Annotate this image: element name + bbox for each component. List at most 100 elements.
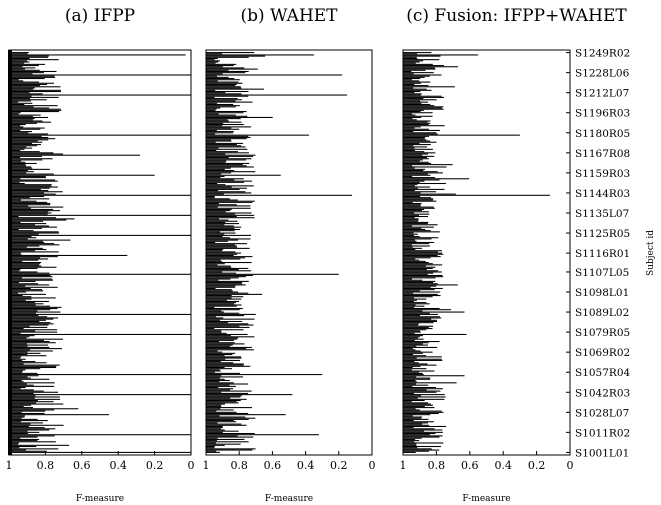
bar-mark: [403, 166, 447, 168]
bar-mark: [403, 125, 445, 127]
bar-mark: [206, 307, 243, 310]
bar-mark: [403, 286, 431, 288]
bar-mark: [206, 382, 234, 384]
bar-mark: [9, 201, 48, 203]
bar-mark: [9, 429, 50, 431]
bar-mark: [206, 87, 242, 89]
bar-mark: [9, 316, 48, 318]
bar-mark: [9, 175, 46, 177]
bar-mark: [206, 266, 232, 268]
bar-mark: [206, 417, 256, 419]
bar-mark: [206, 389, 230, 391]
bar-mark: [206, 67, 245, 69]
bar-mark: [206, 372, 240, 374]
bar-mark: [9, 299, 26, 301]
bar-mark: [206, 414, 286, 416]
bar-mark: [206, 178, 244, 180]
bar-mark: [9, 357, 21, 359]
bar-mark: [206, 95, 249, 97]
bar-mark: [9, 351, 28, 353]
bar-mark: [9, 78, 45, 80]
bar-mark: [403, 147, 415, 149]
bar-mark: [206, 240, 229, 242]
bar-mark: [206, 197, 215, 199]
bar-mark: [403, 430, 425, 432]
bar-mark: [403, 246, 413, 248]
bar-mark: [9, 422, 43, 424]
bar-mark: [9, 366, 57, 369]
bar-mark: [206, 359, 241, 361]
x-tick-label: 0.2: [146, 459, 164, 472]
bar-mark: [9, 355, 47, 357]
x-tick-label: 0: [567, 459, 574, 472]
bar-mark: [206, 261, 252, 264]
bar-mark: [206, 148, 248, 150]
bar-mark: [403, 451, 416, 453]
bar-mark: [403, 253, 444, 255]
x-tick-label: 0.2: [330, 459, 348, 472]
x-axis-label: F-measure: [76, 494, 124, 504]
bar-mark: [9, 303, 44, 305]
bar-mark: [206, 300, 240, 302]
bar-mark: [9, 245, 40, 247]
bar-mark: [206, 325, 240, 327]
bar-mark: [206, 339, 235, 341]
bar-mark: [403, 134, 520, 136]
bar-mark: [403, 83, 415, 85]
bar-mark: [403, 89, 432, 91]
bar-mark: [9, 165, 27, 167]
bar-mark: [9, 339, 45, 341]
bar-mark: [403, 348, 413, 350]
bar-mark: [9, 372, 38, 374]
bar-mark: [9, 185, 52, 187]
bar-mark: [9, 210, 60, 212]
bar-mark: [9, 283, 39, 285]
bar-mark: [9, 317, 59, 319]
bar-mark: [403, 101, 429, 103]
bar-mark: [206, 356, 242, 358]
bar-mark: [9, 100, 31, 102]
bar-mark: [403, 270, 439, 272]
bar-mark: [206, 263, 225, 265]
bar-mark: [9, 289, 43, 291]
bar-mark: [9, 53, 28, 55]
bar-mark: [9, 385, 55, 387]
bar-mark: [206, 364, 244, 366]
bar-mark: [9, 309, 51, 311]
bar-mark: [206, 187, 247, 189]
subject-label: S1057R04: [575, 367, 631, 379]
bar-mark: [206, 408, 221, 410]
bar-mark: [206, 405, 222, 407]
bar-mark: [206, 192, 252, 194]
bar-mark: [9, 227, 43, 229]
bar-mark: [206, 295, 232, 297]
bar-mark: [403, 293, 438, 295]
bar-mark: [9, 257, 41, 259]
bar-mark: [9, 90, 61, 93]
bar-mark: [9, 228, 19, 231]
bar-mark: [403, 372, 423, 374]
bar-mark: [206, 352, 236, 354]
bar-mark: [403, 287, 443, 290]
bar-mark: [403, 344, 428, 346]
bar-mark: [9, 86, 61, 88]
bar-mark: [206, 129, 217, 131]
bar-mark: [9, 114, 41, 116]
bar-mark: [403, 155, 435, 157]
bar-mark: [9, 370, 23, 372]
x-tick-label: 0.6: [461, 459, 479, 472]
bar-mark: [403, 404, 433, 406]
bar-mark: [403, 374, 424, 376]
bar-mark: [403, 370, 435, 372]
bar-mark: [206, 267, 249, 269]
bar-mark: [9, 152, 54, 154]
subject-label: S1228L06: [575, 68, 630, 80]
x-tick-label: 0.4: [494, 459, 512, 472]
bar-mark: [9, 300, 49, 302]
bar-mark: [206, 424, 247, 426]
bar-mark: [403, 244, 412, 246]
bar-mark: [9, 443, 19, 445]
bar-mark: [206, 289, 232, 291]
bar-mark: [206, 303, 235, 305]
bar-mark: [403, 55, 441, 57]
